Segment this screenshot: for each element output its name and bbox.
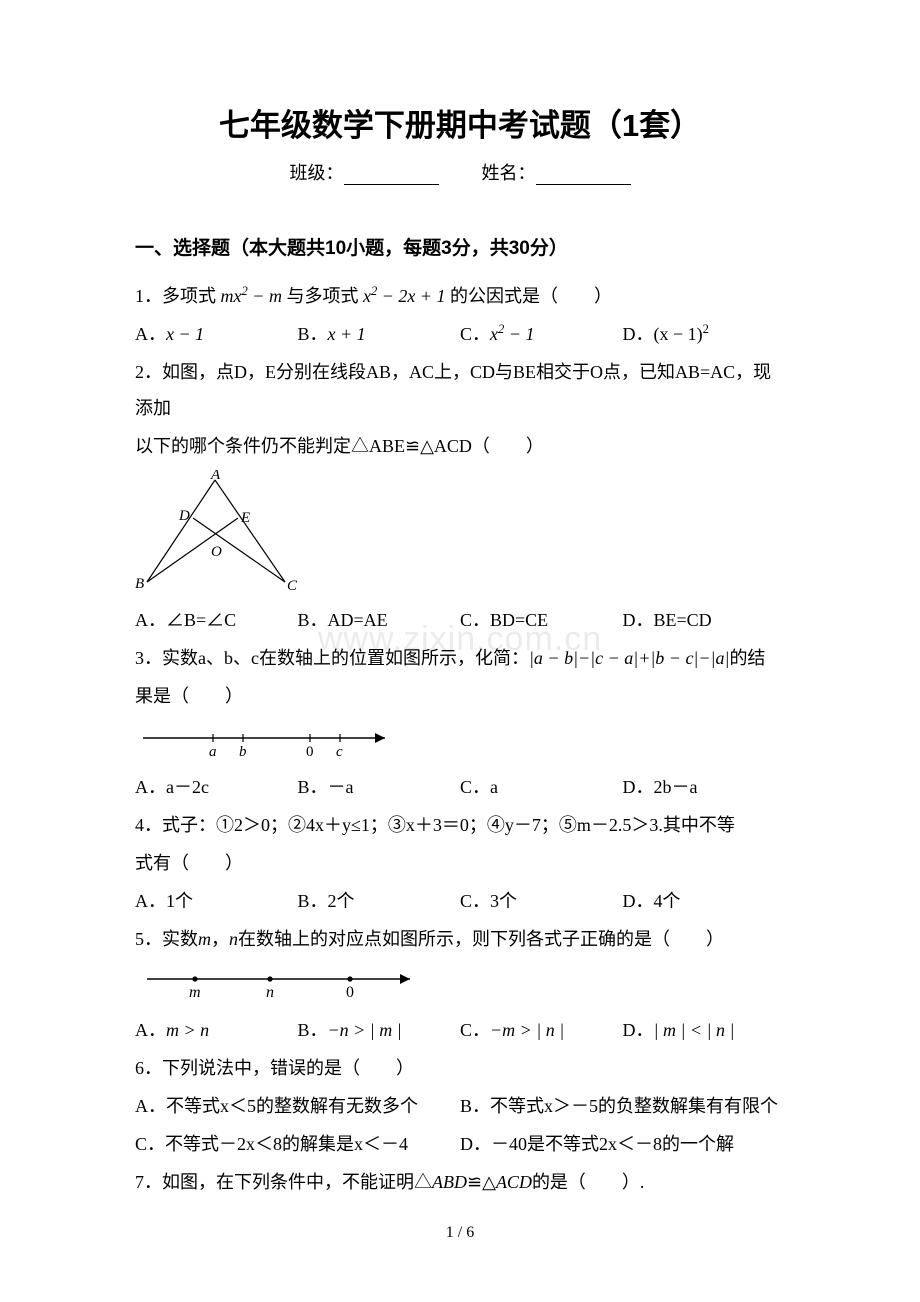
q1-opt-c: C．x2 − 1: [460, 316, 623, 352]
page-footer: 1 / 6: [0, 1224, 920, 1242]
svg-text:n: n: [266, 984, 274, 1001]
q2-opt-b: B．AD=AE: [298, 602, 461, 638]
svg-text:a: a: [209, 744, 217, 758]
q2-options: A．∠B=∠C B．AD=AE C．BD=CE D．BE=CD: [135, 602, 785, 638]
q3-opt-b: B．－a: [298, 769, 461, 805]
q2-fig-c: C: [287, 578, 298, 594]
q3-figure: a b 0 c: [135, 724, 785, 763]
q2-fig-a: A: [210, 470, 221, 483]
q1-options: A．x − 1 B．x + 1 C．x2 − 1 D．(x − 1)2: [135, 316, 785, 352]
q5-opt-c: C．−m > | n |: [460, 1012, 623, 1048]
q7-stem: 7．如图，在下列条件中，不能证明△ABD≌△ACD的是（ ）.: [135, 1164, 785, 1200]
q2-line2: 以下的哪个条件仍不能判定△ABE≌△ACD（ ）: [135, 428, 785, 464]
q2-fig-o: O: [211, 544, 222, 560]
class-label: 班级：: [290, 163, 344, 183]
name-label: 姓名：: [482, 163, 536, 183]
svg-text:b: b: [239, 744, 247, 758]
q1-text-c: 的公因式是（ ）: [450, 286, 612, 306]
q3-expr: |a − b|−|c − a|+|b − c|−|a|: [529, 648, 729, 668]
q2-opt-c: C．BD=CE: [460, 602, 623, 638]
q1-expr2: x2 − 2x + 1: [363, 286, 446, 306]
q6-opt-c: C．不等式－2x＜8的解集是x＜－4: [135, 1126, 460, 1162]
q4-opt-b: B．2个: [298, 883, 461, 919]
q2-fig-d: D: [178, 508, 190, 524]
q5-opt-a: A．m > n: [135, 1012, 298, 1048]
q4-line2: 式有（ ）: [135, 845, 785, 881]
q6-opt-b: B．不等式x＞－5的负整数解集有有限个: [460, 1088, 785, 1124]
q4-line1: 4．式子：①2＞0；②4x＋y≤1；③x＋3＝0；④y－7；⑤m－2.5＞3.其…: [135, 807, 785, 843]
q6-options-row2: C．不等式－2x＜8的解集是x＜－4 D．－40是不等式2x＜－8的一个解: [135, 1126, 785, 1162]
svg-text:0: 0: [306, 744, 314, 758]
q1-opt-a: A．x − 1: [135, 316, 298, 352]
q2-opt-a: A．∠B=∠C: [135, 602, 298, 638]
q6-opt-a: A．不等式x＜5的整数解有无数多个: [135, 1088, 460, 1124]
q4-opt-a: A．1个: [135, 883, 298, 919]
q1-stem: 1．多项式 mx2 − m 与多项式 x2 − 2x + 1 的公因式是（ ）: [135, 278, 785, 314]
q3-line1: 3．实数a、b、c在数轴上的位置如图所示，化简：|a − b|−|c − a|+…: [135, 640, 785, 676]
q2-figure: A D E O B C: [135, 470, 785, 600]
q3-opt-a: A．a－2c: [135, 769, 298, 805]
q6-options-row1: A．不等式x＜5的整数解有无数多个 B．不等式x＞－5的负整数解集有有限个: [135, 1088, 785, 1124]
q1-text-b: 与多项式: [286, 286, 358, 306]
q5-stem: 5．实数m，n在数轴上的对应点如图所示，则下列各式子正确的是（ ）: [135, 921, 785, 957]
q2-line1: 2．如图，点D，E分别在线段AB，AC上，CD与BE相交于O点，已知AB=AC，…: [135, 354, 785, 426]
q1-expr1: mx2 − m: [221, 286, 282, 306]
q6-stem: 6．下列说法中，错误的是（ ）: [135, 1050, 785, 1086]
class-blank: [344, 167, 439, 185]
q5-opt-d: D．| m | < | n |: [623, 1012, 786, 1048]
name-blank: [536, 167, 631, 185]
q2-fig-b: B: [135, 576, 144, 592]
q4-opt-d: D．4个: [623, 883, 786, 919]
q5-opt-b: B．−n > | m |: [298, 1012, 461, 1048]
q2-opt-d: D．BE=CD: [623, 602, 786, 638]
q5-figure: m n 0: [135, 967, 785, 1006]
svg-text:c: c: [336, 744, 343, 758]
q3-opt-c: C．a: [460, 769, 623, 805]
section-1-heading: 一、选择题（本大题共10小题，每题3分，共30分）: [135, 233, 785, 260]
q6-opt-d: D．－40是不等式2x＜－8的一个解: [460, 1126, 785, 1162]
q5-options: A．m > n B．−n > | m | C．−m > | n | D．| m …: [135, 1012, 785, 1048]
fill-line: 班级： 姓名：: [135, 159, 785, 185]
page-title: 七年级数学下册期中考试题（1套）: [135, 100, 785, 145]
q3-options: A．a－2c B．－a C．a D．2b－a: [135, 769, 785, 805]
svg-text:m: m: [189, 984, 201, 1001]
q4-opt-c: C．3个: [460, 883, 623, 919]
q3-opt-d: D．2b－a: [623, 769, 786, 805]
q2-fig-e: E: [240, 510, 250, 526]
q1-opt-b: B．x + 1: [298, 316, 461, 352]
q1-text-a: 多项式: [162, 286, 216, 306]
q4-options: A．1个 B．2个 C．3个 D．4个: [135, 883, 785, 919]
svg-text:0: 0: [346, 984, 354, 1001]
q3-line2: 果是（ ）: [135, 678, 785, 714]
q1-num: 1．: [135, 286, 162, 306]
q1-opt-d: D．(x − 1)2: [623, 316, 786, 352]
